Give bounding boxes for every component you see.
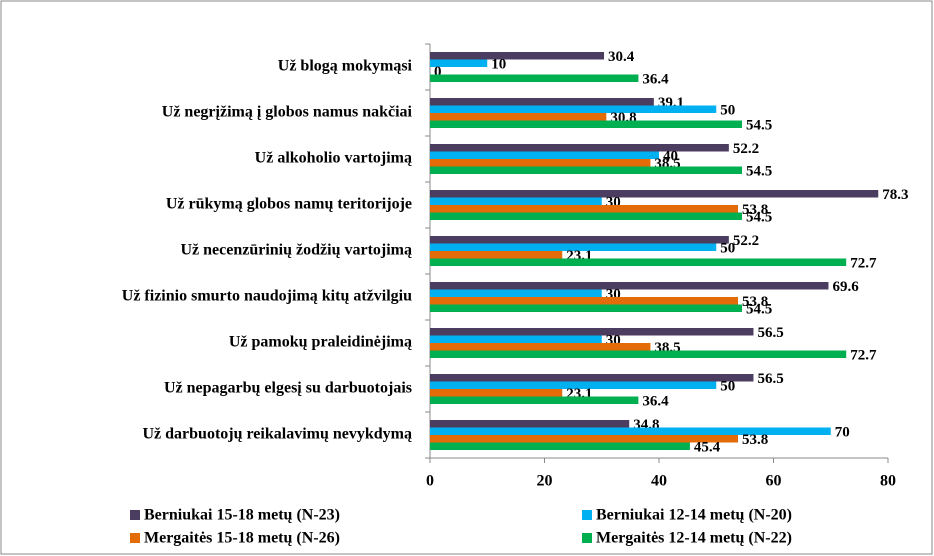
bar (430, 166, 743, 174)
data-label: 36.4 (642, 394, 669, 410)
y-tick-label: Už alkoholio vartojimą (255, 150, 412, 167)
data-label: 50 (720, 103, 735, 119)
bar (430, 105, 717, 113)
data-label: 54.5 (746, 118, 772, 134)
data-label: 72.7 (850, 256, 877, 272)
bar (430, 304, 743, 312)
bar (430, 151, 659, 159)
bar (430, 396, 639, 404)
bar (430, 159, 651, 167)
data-label: 54.5 (746, 164, 772, 180)
y-tick-label: Už blogą mokymąsi (278, 58, 413, 75)
bar (430, 343, 651, 351)
bar (430, 435, 739, 443)
legend-swatch (582, 510, 592, 520)
y-tick-label: Už rūkymą globos namų teritorijoje (166, 196, 412, 213)
data-label: 50 (720, 379, 735, 395)
y-tick-label: Už darbuotojų reikalavimų nevykdymą (142, 426, 412, 443)
x-tick-label: 0 (426, 473, 434, 490)
bar (430, 297, 739, 305)
x-tick-label: 20 (537, 473, 553, 490)
bar (430, 144, 729, 152)
bar (430, 381, 717, 389)
bar (430, 282, 829, 290)
data-label: 50 (720, 241, 735, 257)
bar (430, 350, 847, 358)
bar (430, 374, 754, 382)
data-label: 53.8 (742, 432, 768, 448)
bar (430, 113, 607, 121)
bar (430, 243, 717, 251)
data-label: 10 (491, 57, 506, 73)
y-tick-label: Už fizinio smurto naudojimą kitų atžvilg… (122, 288, 412, 305)
bar (430, 205, 739, 213)
y-tick-label: Už pamokų praleidinėjimą (229, 334, 412, 351)
bar (430, 427, 831, 435)
y-tick-label: Už negrįžimą į globos namus nakčiai (162, 104, 413, 121)
data-label: 54.5 (746, 302, 772, 318)
x-tick-label: 60 (766, 473, 782, 490)
legend-label: Mergaitės 15-18 metų (N-26) (144, 530, 340, 547)
bar (430, 289, 602, 297)
bar (430, 420, 630, 428)
data-label: 0 (434, 64, 442, 80)
data-label: 53.8 (742, 294, 768, 310)
legend-swatch (582, 533, 592, 543)
bar (430, 98, 654, 106)
legend-label: Berniukai 15-18 metų (N-23) (144, 507, 340, 524)
bar (430, 389, 563, 397)
bar (430, 190, 879, 198)
data-label: 52.2 (733, 141, 759, 157)
data-label: 45.4 (694, 440, 721, 456)
data-label: 40 (663, 149, 678, 165)
bar (430, 328, 754, 336)
bar (430, 52, 605, 60)
data-label: 69.6 (832, 279, 859, 295)
bar (430, 335, 602, 343)
bar (430, 197, 602, 205)
data-label: 78.3 (882, 187, 908, 203)
data-label: 56.5 (757, 325, 783, 341)
legend-swatch (130, 533, 140, 543)
x-tick-label: 40 (651, 473, 667, 490)
data-label: 54.5 (746, 210, 772, 226)
data-label: 53.8 (742, 202, 768, 218)
bar (430, 442, 690, 450)
bar (430, 236, 729, 244)
legend-label: Mergaitės 12-14 metų (N-22) (596, 530, 792, 547)
x-tick-label: 80 (880, 473, 896, 490)
bar (430, 120, 743, 128)
data-label: 52.2 (733, 233, 759, 249)
legend-label: Berniukai 12-14 metų (N-20) (596, 507, 792, 524)
bar (430, 212, 743, 220)
y-tick-label: Už necenzūrinių žodžių vartojimą (180, 242, 412, 259)
data-label: 56.5 (757, 371, 783, 387)
bar (430, 74, 639, 82)
data-label: 36.4 (642, 72, 669, 88)
bar (430, 59, 488, 67)
data-label: 72.7 (850, 348, 877, 364)
data-label: 70 (835, 425, 850, 441)
y-tick-label: Už nepagarbų elgesį su darbuotojais (164, 380, 412, 397)
bar (430, 251, 563, 259)
legend-swatch (130, 510, 140, 520)
data-label: 30.4 (608, 49, 635, 65)
bar (430, 258, 847, 266)
